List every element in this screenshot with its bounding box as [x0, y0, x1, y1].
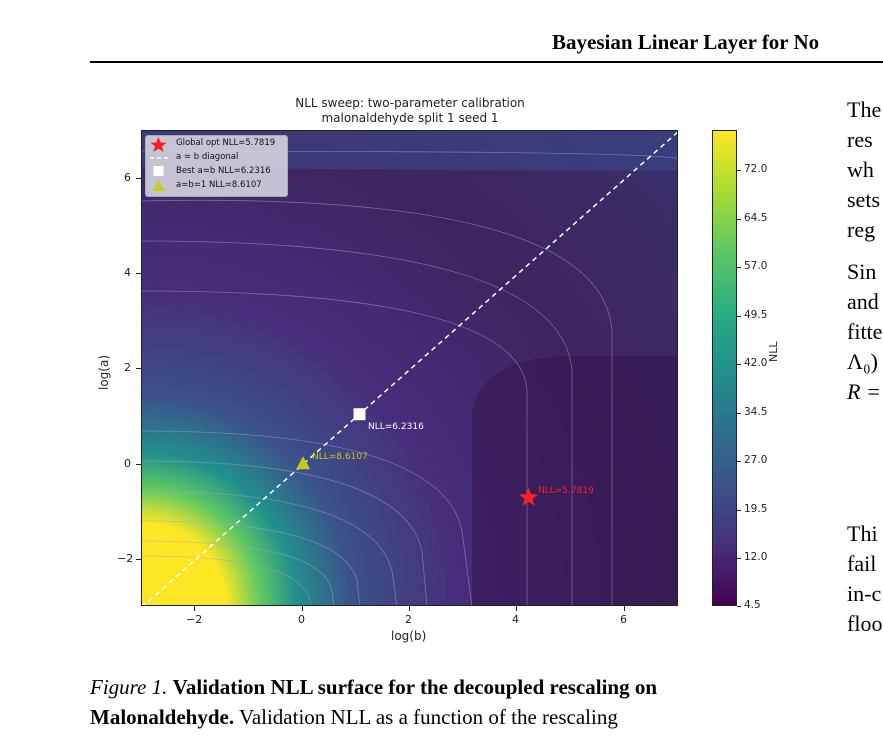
colorbar: [712, 130, 737, 606]
right-line: R =: [847, 379, 881, 404]
y-tick-label: −2: [117, 552, 134, 565]
right-line: The: [847, 97, 882, 122]
x-tick-label: 6: [620, 613, 627, 626]
square-icon: [153, 166, 164, 176]
y-tick-mark: [136, 273, 141, 274]
annotation-global: NLL=5.7819: [538, 486, 594, 496]
colorbar-tick-label: 12.0: [744, 551, 768, 563]
y-tick-mark: [136, 368, 141, 369]
colorbar-tick-mark: [737, 510, 741, 511]
right-line: res: [847, 127, 873, 152]
colorbar-label: NLL: [767, 341, 780, 363]
colorbar-tick-label: 27.0: [744, 454, 768, 466]
caption-label: Figure 1.: [90, 675, 168, 699]
right-line: Sin: [847, 259, 877, 284]
colorbar-tick-mark: [737, 219, 741, 220]
right-line: and: [847, 289, 879, 314]
annotation-unit: NLL=8.6107: [312, 452, 368, 462]
x-tick-mark: [302, 606, 303, 611]
star-icon: [150, 137, 167, 152]
colorbar-tick-label: 57.0: [744, 260, 768, 272]
annotation-best: NLL=6.2316: [368, 422, 424, 432]
colorbar-tick-label: 49.5: [744, 309, 768, 321]
x-tick-label: 2: [405, 613, 412, 626]
x-tick-mark: [624, 606, 625, 611]
figure-title-line1: NLL sweep: two-parameter calibration: [295, 96, 525, 110]
colorbar-tick-mark: [737, 316, 741, 317]
right-line: in-c: [847, 581, 882, 606]
legend-item-best: Best a=b NLL=6.2316: [176, 166, 271, 176]
figure-title-line2: malonaldehyde split 1 seed 1: [321, 111, 499, 125]
colorbar-tick-label: 64.5: [744, 212, 768, 224]
right-line: fitte: [847, 319, 883, 344]
running-head: Bayesian Linear Layer for No: [552, 30, 820, 54]
right-line: Thi: [847, 521, 878, 546]
y-axis-label: log(a): [97, 354, 111, 390]
y-tick-label: 2: [124, 361, 131, 374]
x-tick-label: 4: [512, 613, 519, 626]
colorbar-tick-label: 34.5: [744, 406, 768, 418]
y-tick-mark: [136, 559, 141, 560]
colorbar-tick-label: 4.5: [744, 599, 761, 611]
colorbar-tick-mark: [737, 170, 741, 171]
colorbar-tick-label: 42.0: [744, 357, 768, 369]
y-tick-label: 0: [124, 457, 131, 470]
caption-text: Validation NLL as a function of the resc…: [234, 705, 618, 729]
best-diag-marker: [353, 408, 366, 421]
diagonal-line: [143, 131, 677, 605]
colorbar-tick-label: 72.0: [744, 163, 768, 175]
legend-item-unit: a=b=1 NLL=8.6107: [176, 180, 262, 190]
figure-caption: Figure 1. Validation NLL surface for the…: [90, 672, 795, 732]
colorbar-tick-mark: [737, 267, 741, 268]
x-tick-label: −2: [186, 613, 203, 626]
heatmap-surface: [142, 131, 677, 605]
colorbar-tick-mark: [737, 461, 741, 462]
right-line: Λ₀): [847, 349, 878, 374]
x-axis-label: log(b): [391, 629, 427, 643]
right-line: sets: [847, 187, 880, 212]
x-tick-mark: [409, 606, 410, 611]
y-tick-mark: [136, 464, 141, 465]
y-tick-label: 6: [124, 171, 131, 184]
triangle-icon: [152, 180, 165, 191]
dark-basin: [472, 356, 677, 605]
colorbar-tick-mark: [737, 606, 741, 607]
global-opt-marker: [519, 487, 539, 506]
colorbar-tick-mark: [737, 558, 741, 559]
y-tick-label: 4: [124, 266, 131, 279]
right-column-text: The res wh sets reg Sin and fitte Λ₀) R …: [847, 95, 882, 639]
legend-markers: [150, 137, 168, 191]
legend-item-global: Global opt NLL=5.7819: [176, 138, 276, 148]
right-line: reg: [847, 217, 876, 242]
caption-bold: Validation NLL surface for the decoupled…: [90, 675, 658, 729]
x-tick-mark: [516, 606, 517, 611]
unit-marker: [296, 456, 311, 470]
right-line: wh: [847, 157, 874, 182]
x-tick-label: 0: [298, 613, 305, 626]
legend: Global opt NLL=5.7819 a = b diagonal Bes…: [145, 135, 288, 197]
y-tick-mark: [136, 178, 141, 179]
heatmap-plot: [141, 130, 678, 606]
x-tick-mark: [194, 606, 195, 611]
right-line: fail: [847, 551, 877, 576]
colorbar-tick-mark: [737, 364, 741, 365]
colorbar-tick-mark: [737, 413, 741, 414]
legend-item-diagonal: a = b diagonal: [176, 152, 239, 162]
right-line: floo: [847, 611, 883, 636]
colorbar-tick-label: 19.5: [744, 503, 768, 515]
header-rule: [90, 61, 883, 63]
